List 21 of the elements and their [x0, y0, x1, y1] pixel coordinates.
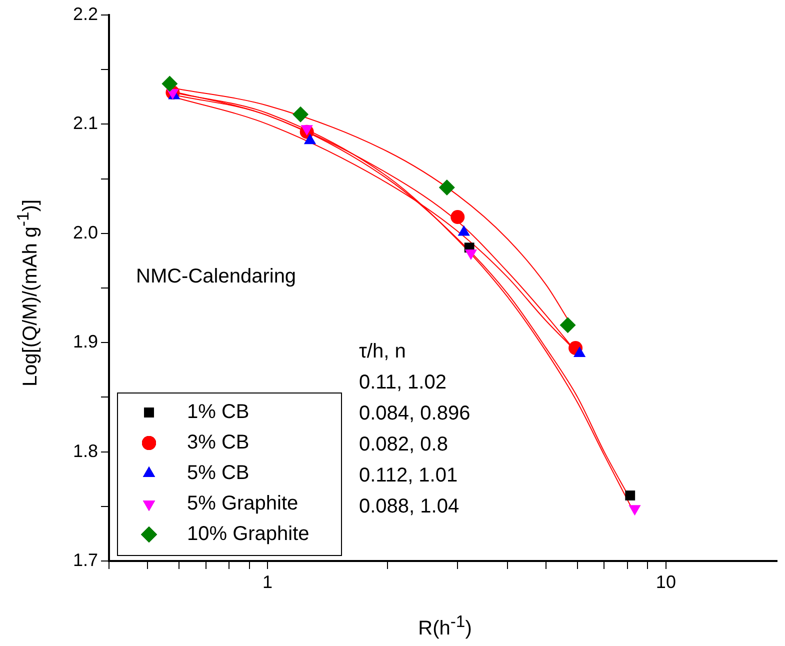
annotation: 0.112, 1.01	[359, 464, 458, 487]
y-tick-label: 1.8	[72, 440, 98, 461]
annotation: 0.11, 1.02	[359, 372, 446, 394]
annotation: 0.088, 1.04	[359, 496, 460, 518]
annotation: 0.082, 0.8	[359, 434, 448, 456]
x-tick-label: 1	[262, 572, 273, 592]
x-tick-label: 10	[656, 572, 676, 592]
y-tick-label: 2.0	[72, 222, 98, 242]
y-tick-label: 2.1	[72, 113, 98, 134]
y-tick-label: 1.9	[72, 332, 98, 352]
annotation: τ/h, n	[359, 340, 406, 363]
y-tick-label: 2.2	[72, 4, 98, 24]
annotation: 0.084, 0.896	[359, 402, 470, 425]
y-tick-label: 1.7	[72, 550, 98, 570]
legend-label: 10% Graphite	[187, 523, 310, 546]
legend-label: 5% Graphite	[187, 492, 298, 515]
x-axis-title: R(h$^{-1}$)	[417, 612, 473, 641]
legend-label: 1% CB	[187, 401, 250, 424]
legend-label: 3% CB	[187, 432, 250, 454]
legend-label: 5% CB	[187, 462, 250, 484]
annotation: NMC-Calendaring	[136, 266, 296, 288]
